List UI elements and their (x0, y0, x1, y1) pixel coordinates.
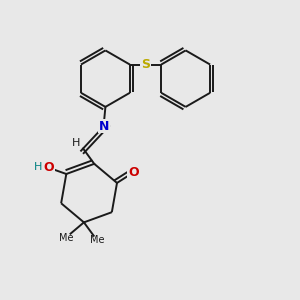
Text: N: N (99, 120, 109, 133)
Text: Me: Me (90, 235, 104, 245)
Text: H: H (34, 163, 43, 172)
Text: S: S (141, 58, 150, 71)
Text: Me: Me (59, 233, 73, 243)
Text: H: H (71, 138, 80, 148)
Text: O: O (128, 166, 139, 179)
Text: O: O (44, 161, 54, 174)
